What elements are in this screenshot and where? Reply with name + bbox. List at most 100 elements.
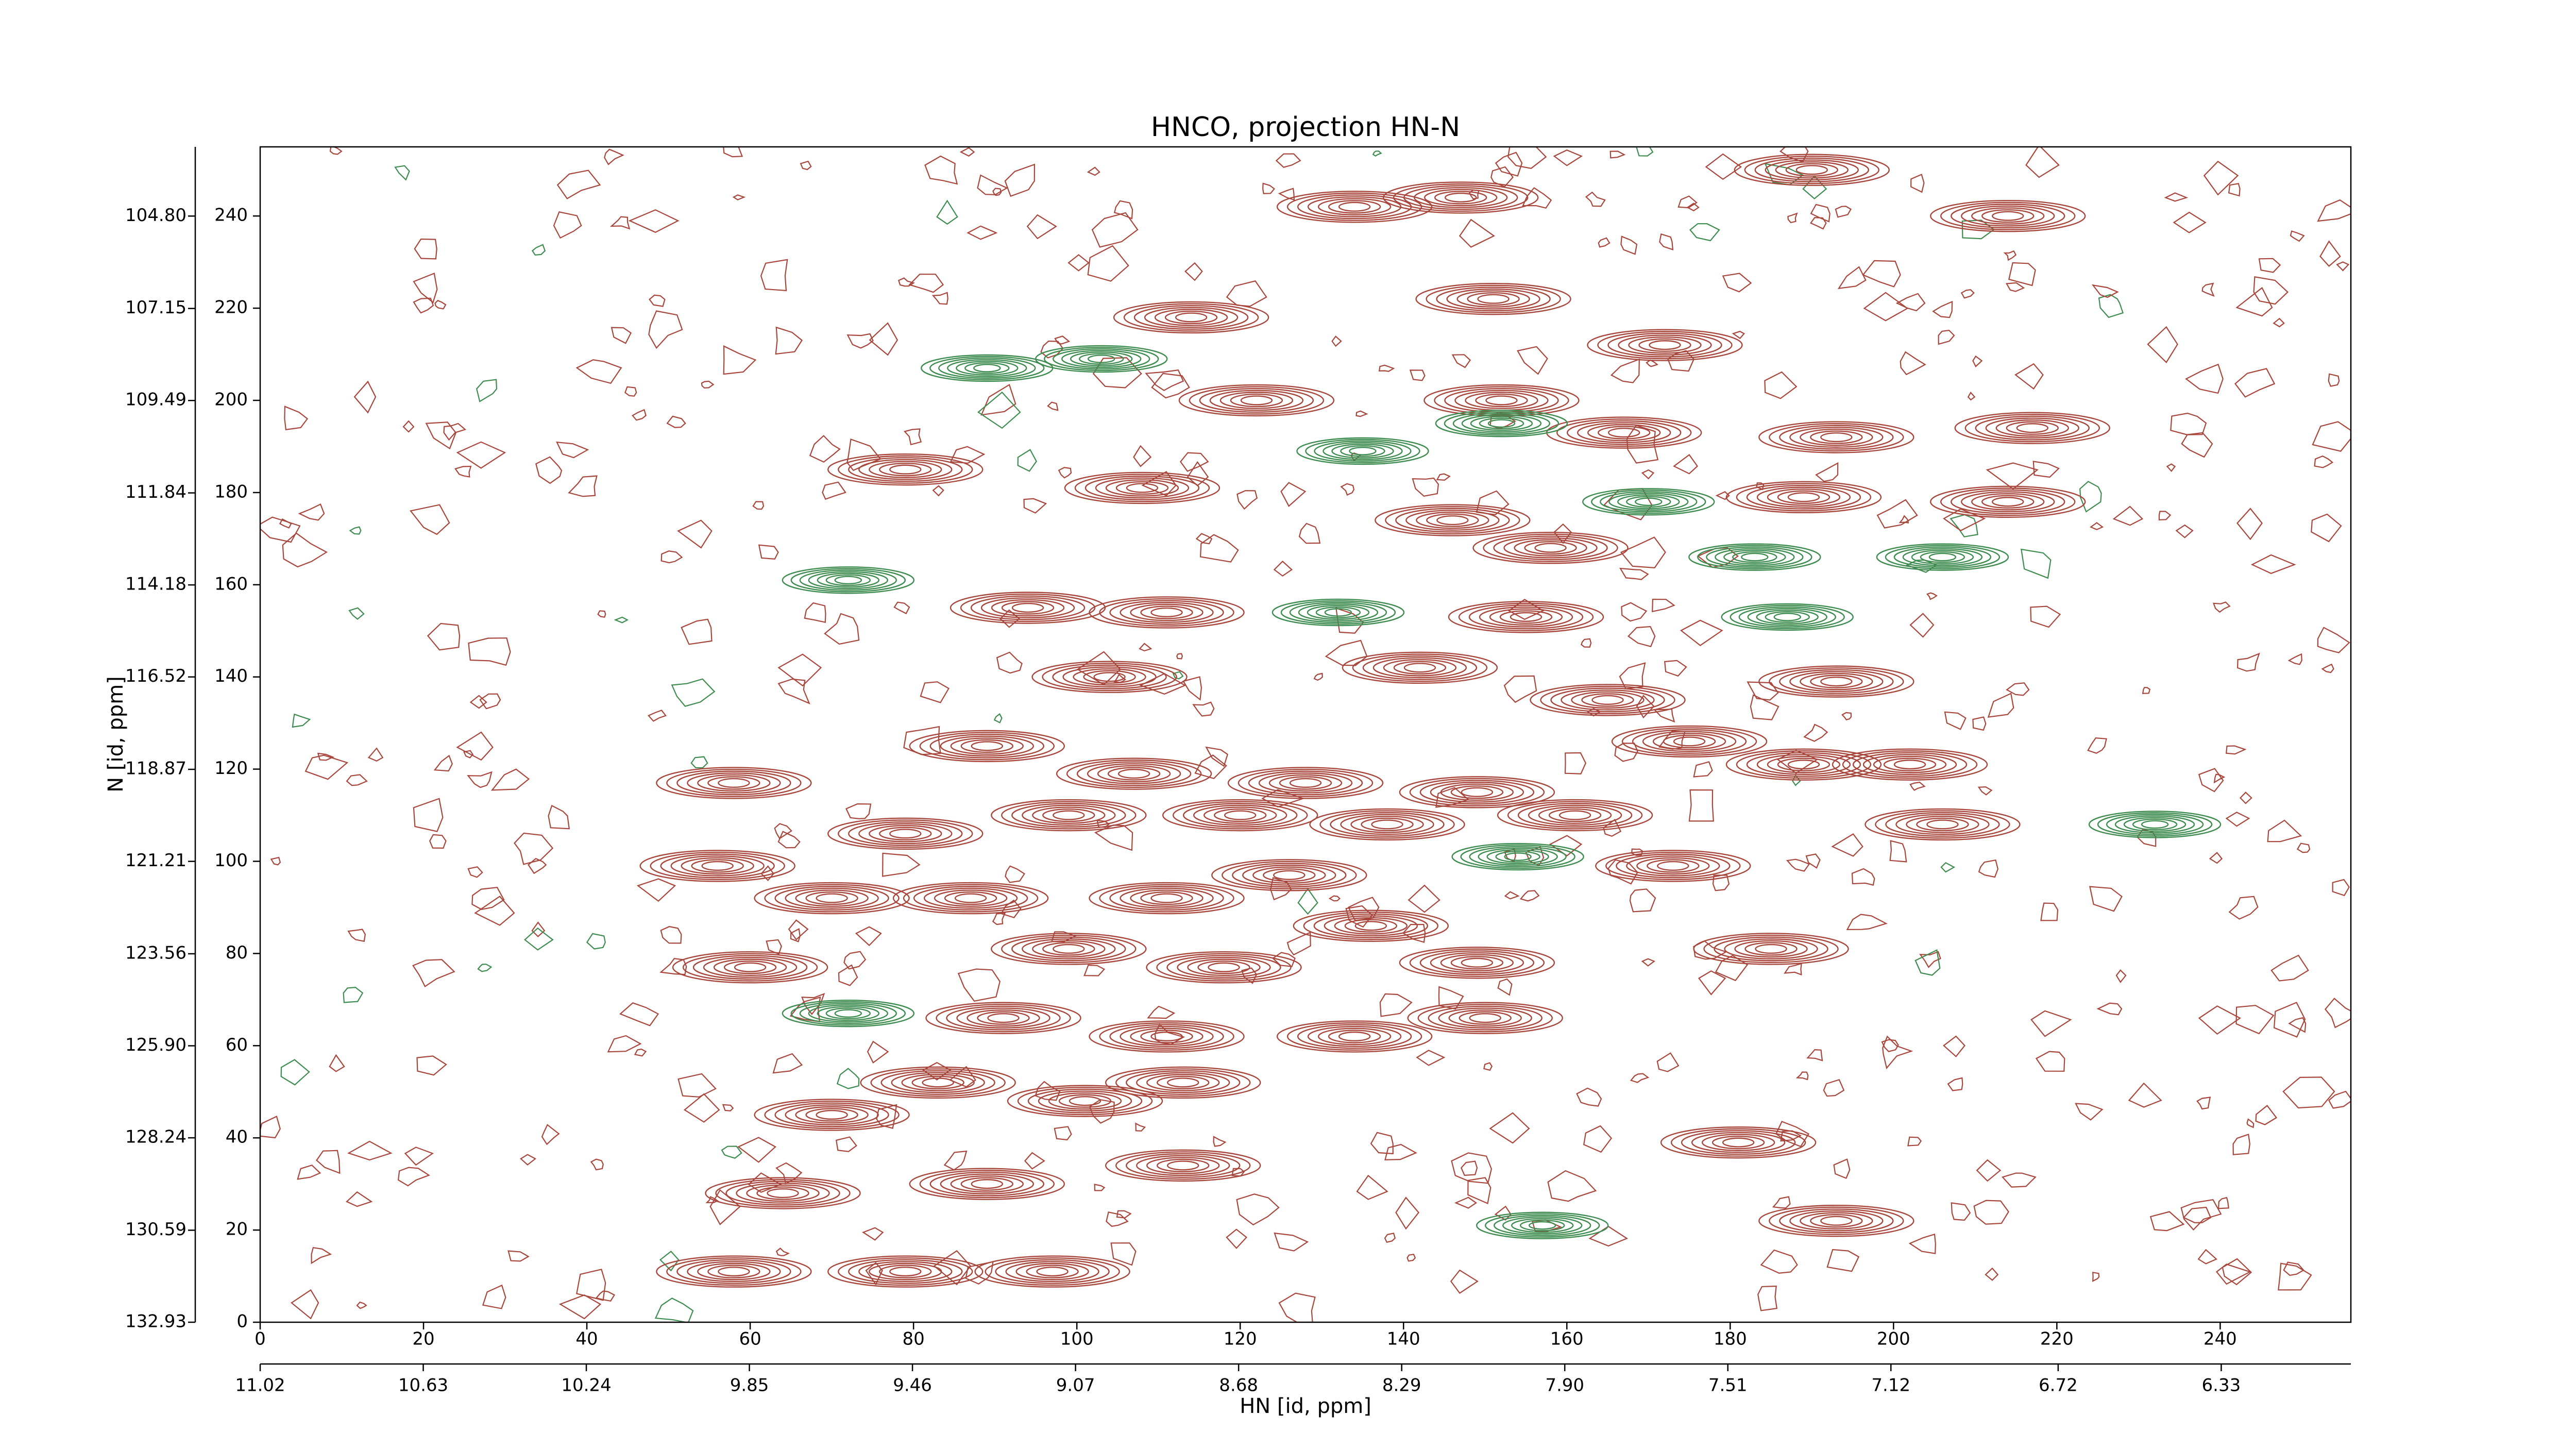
contour-level — [1711, 1135, 1765, 1150]
contour-level — [1605, 851, 1741, 881]
contour-level — [1099, 598, 1234, 627]
noise-contour — [1517, 346, 1548, 375]
noise-contour — [2128, 1082, 2162, 1108]
contour-level — [1448, 601, 1604, 633]
noise-contour — [1145, 369, 1184, 391]
noise-contour — [1298, 523, 1321, 544]
contour-level — [1556, 418, 1692, 447]
contour-level — [1109, 1024, 1224, 1049]
noise-contour — [2328, 373, 2340, 387]
noise-contour — [1058, 467, 1072, 479]
x2-tick-label: 9.85 — [730, 1375, 769, 1396]
contour-level — [827, 1255, 984, 1288]
contour-level — [1617, 494, 1680, 510]
noise-contour — [1226, 280, 1267, 307]
contour-level — [869, 825, 942, 843]
noise-contour — [1907, 1136, 1922, 1147]
noise-contour — [443, 423, 467, 441]
noise-contour — [1631, 848, 1643, 856]
contour-level — [790, 568, 906, 593]
noise-contour — [1585, 191, 1606, 207]
contour-level — [1079, 353, 1124, 365]
contour-level — [1393, 661, 1447, 675]
contour-level — [1681, 1130, 1796, 1155]
contour-level — [1178, 384, 1335, 417]
contour-level — [650, 851, 785, 881]
noise-contour — [317, 752, 335, 761]
noise-contour — [1659, 233, 1674, 250]
contour-level — [1906, 816, 1979, 833]
contour-level — [697, 774, 771, 792]
contour-level — [980, 597, 1075, 618]
noise-contour — [284, 406, 309, 430]
noise-contour — [737, 1137, 776, 1163]
noise-contour — [607, 1035, 642, 1053]
contour-level — [1289, 778, 1322, 788]
contour-level — [785, 887, 879, 909]
contour-level — [892, 882, 1049, 915]
contour-level — [795, 889, 869, 907]
noise-contour — [822, 481, 846, 500]
contour-level — [1479, 606, 1573, 628]
contour-level — [919, 1170, 1055, 1199]
y-tick-label: 140 — [214, 666, 248, 686]
contour-level — [718, 778, 750, 788]
peak — [1832, 748, 1988, 781]
contour-level — [1089, 596, 1245, 629]
noise-contour — [2321, 663, 2334, 673]
contour-level — [1120, 602, 1214, 623]
contour-level — [825, 574, 871, 586]
noise-contour — [1451, 1152, 1493, 1184]
contour-level — [1436, 515, 1469, 526]
noise-contour — [1837, 266, 1867, 290]
noise-contour — [1803, 723, 1828, 742]
x2-tick-label: 10.24 — [561, 1375, 611, 1396]
x-tick-label: 140 — [1387, 1329, 1420, 1350]
peak — [1758, 665, 1914, 698]
contour-level — [1005, 1261, 1099, 1283]
noise-contour — [2197, 1249, 2218, 1265]
contour-level — [946, 1005, 1061, 1031]
contour-level — [1800, 428, 1873, 446]
noise-contour — [429, 834, 447, 849]
noise-contour — [855, 926, 882, 947]
contour-level — [901, 1074, 975, 1091]
contour-level — [1930, 199, 2086, 232]
contour-level — [746, 1184, 820, 1202]
noise-contour — [2273, 1002, 2306, 1038]
contour-level — [764, 884, 900, 913]
contour-level — [1070, 351, 1133, 366]
contour-level — [1242, 864, 1336, 886]
noise-contour — [476, 379, 498, 402]
noise-contour — [1467, 1177, 1492, 1205]
contour-level — [1722, 1137, 1755, 1148]
y2-tick-label: 109.49 — [125, 390, 187, 410]
peak — [656, 767, 812, 799]
contour-level — [1042, 808, 1095, 822]
y-tick-label: 160 — [214, 574, 248, 594]
noise-contour — [1895, 293, 1926, 312]
noise-contour — [1664, 660, 1687, 677]
contour-level — [1136, 1072, 1230, 1093]
contour-level — [1550, 687, 1665, 713]
contour-level — [964, 362, 1010, 374]
noise-contour — [2255, 1105, 2278, 1125]
contour-level — [1354, 921, 1387, 931]
noise-contour — [721, 1145, 742, 1159]
contour-level — [1105, 1149, 1261, 1182]
x2-tick-label: 11.02 — [235, 1375, 285, 1396]
contour-level — [1126, 483, 1159, 493]
y2-tick-label: 130.59 — [125, 1219, 187, 1240]
contour-level — [1893, 546, 1992, 568]
contour-level — [1232, 863, 1347, 888]
noise-contour — [1976, 1159, 2002, 1182]
peak — [1342, 651, 1498, 684]
noise-contour — [346, 774, 368, 786]
contour-level — [1393, 183, 1529, 212]
noise-contour — [356, 1301, 367, 1309]
noise-contour — [931, 292, 948, 305]
contour-level — [1187, 958, 1261, 976]
noise-contour — [2328, 1090, 2351, 1109]
x2-tick-label: 8.68 — [1219, 1375, 1258, 1396]
noise-contour — [1614, 743, 1638, 762]
